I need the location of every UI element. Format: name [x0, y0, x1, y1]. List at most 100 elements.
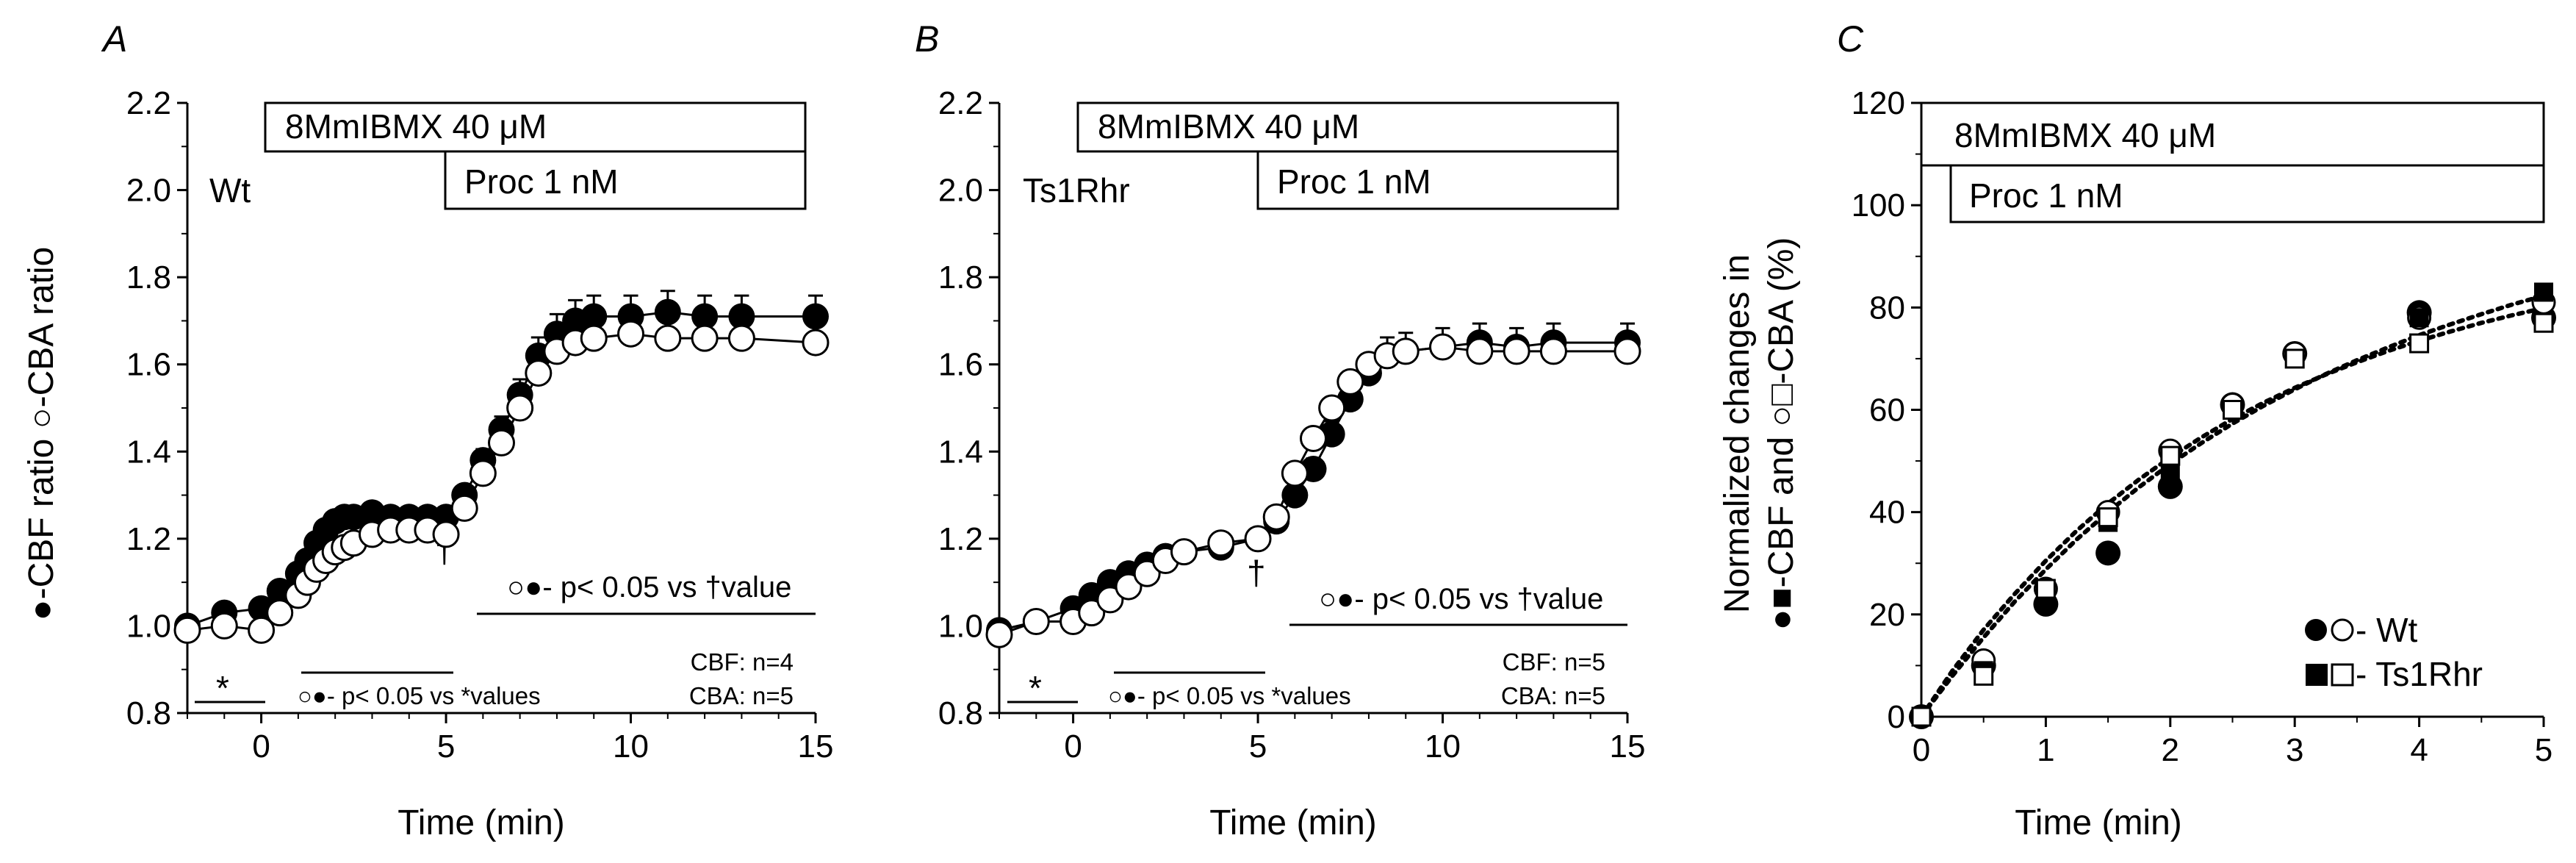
n-cba-label: CBA: n=5	[689, 682, 794, 709]
x-tick-label: 5	[437, 728, 455, 764]
data-point-cbf	[691, 303, 719, 330]
x-tick-label: 0	[1913, 732, 1930, 768]
data-point-cba	[210, 612, 238, 640]
panel-letter: A	[101, 18, 127, 60]
data-point-cbf	[728, 303, 755, 330]
data-point-ts-cbf	[2534, 282, 2553, 302]
genotype-label: Wt	[209, 171, 251, 210]
sig-before-label: ○●- p< 0.05 vs *values	[298, 682, 541, 709]
data-point-ts-cba	[2284, 348, 2305, 369]
data-point-cba	[1503, 337, 1530, 365]
x-tick-label: 10	[613, 728, 649, 764]
data-point-cba	[802, 329, 830, 357]
y-tick-label: 1.8	[938, 259, 983, 296]
y-tick-label: 1.4	[126, 434, 171, 470]
x-tick-label: 0	[1064, 728, 1082, 764]
data-point-cba	[1207, 529, 1235, 557]
data-point-ts-cba	[2035, 579, 2056, 599]
y-tick-label: 1.0	[126, 608, 171, 644]
treatment-label-ibmx: 8MmIBMX 40 μM	[1954, 116, 2216, 154]
y-axis-label-line1: Normalized changes in	[1718, 254, 1757, 613]
data-point-cbf	[654, 298, 681, 326]
star-mark: *	[1029, 669, 1042, 707]
y-tick-label: 0.8	[126, 695, 171, 731]
data-point-cba	[691, 324, 719, 352]
sig-after-label: ○●- p< 0.05 vs †value	[1319, 583, 1603, 615]
data-point-cba	[450, 494, 478, 522]
data-point-cba	[1300, 425, 1327, 452]
treatment-box-proc	[1949, 164, 2545, 223]
y-tick-label: 40	[1869, 495, 1905, 531]
y-tick-label: 1.6	[126, 347, 171, 383]
n-cbf-label: CBF: n=4	[691, 648, 794, 676]
y-tick-label: 1.8	[126, 259, 171, 296]
legend-ts-cba-symbol	[2331, 663, 2354, 687]
y-tick-label: 2.0	[938, 173, 983, 209]
treatment-label-proc: Proc 1 nM	[1969, 176, 2123, 215]
dagger-mark: †	[1247, 554, 1266, 592]
data-point-cba	[1613, 337, 1641, 365]
y-tick-label: 1.0	[938, 608, 983, 644]
data-point-cba	[580, 324, 608, 352]
data-point-cba	[488, 429, 515, 456]
y-tick-label: 60	[1869, 393, 1905, 429]
treatment-label-proc: Proc 1 nM	[1277, 162, 1431, 201]
y-axis-label-line2: ●■-CBF and ○□-CBA (%)	[1762, 237, 1801, 631]
y-tick-label: 2.2	[938, 85, 983, 121]
treatment-box-proc	[444, 150, 807, 210]
data-point-cba	[1244, 525, 1272, 553]
y-tick-label: 1.2	[938, 521, 983, 557]
x-tick-label: 2	[2162, 732, 2179, 768]
x-axis-label: Time (min)	[1209, 803, 1377, 842]
data-point-cba	[266, 599, 294, 627]
panel-letter: C	[1837, 18, 1864, 60]
data-point-cba	[1318, 394, 1346, 422]
genotype-label: Ts1Rhr	[1023, 171, 1130, 210]
data-point-cba	[173, 616, 201, 644]
legend-ts-cbf-symbol	[2306, 664, 2328, 686]
n-cbf-label: CBF: n=5	[1503, 648, 1605, 676]
legend-wt-cbf-symbol	[2305, 619, 2327, 641]
data-point-cba	[1466, 337, 1494, 365]
y-tick-label: 0.8	[938, 695, 983, 731]
y-tick-label: 2.2	[126, 85, 171, 121]
data-point-cba	[1392, 337, 1420, 365]
y-tick-label: 0	[1888, 699, 1905, 735]
data-point-ts-cba	[2533, 312, 2554, 333]
treatment-label-ibmx: 8MmIBMX 40 μM	[1098, 107, 1359, 146]
treatment-label-ibmx: 8MmIBMX 40 μM	[285, 107, 547, 146]
y-tick-label: 2.0	[126, 173, 171, 209]
legend-ts-label: - Ts1Rhr	[2356, 655, 2483, 693]
x-tick-label: 10	[1425, 728, 1461, 764]
y-tick-label: 80	[1869, 290, 1905, 326]
data-point-ts-cbf	[2409, 308, 2429, 328]
panel-letter: B	[915, 18, 939, 60]
data-point-cba	[1539, 337, 1567, 365]
data-point-ts-cba	[2098, 507, 2118, 528]
panel-a: A ●-CBF ratio ○-CBA ratio Time (min) Wt …	[22, 18, 833, 842]
legend-wt-cba-symbol	[2331, 618, 2354, 642]
data-point-ts-cba	[2160, 445, 2181, 466]
data-point-cba	[1022, 608, 1050, 635]
data-point-ts-cba	[2409, 333, 2430, 354]
data-point-cba	[506, 394, 534, 422]
data-point-cba	[1429, 333, 1457, 361]
data-point-cba	[985, 620, 1013, 648]
sig-before-label: ○●- p< 0.05 vs *values	[1108, 682, 1351, 709]
data-point-cba	[1170, 538, 1198, 566]
y-tick-label: 1.6	[938, 347, 983, 383]
data-point-cba	[654, 324, 682, 352]
data-point-cbf	[1281, 481, 1309, 509]
data-point-cba	[1336, 368, 1364, 395]
x-tick-label: 3	[2286, 732, 2303, 768]
x-tick-label: 5	[1249, 728, 1267, 764]
treatment-label-proc: Proc 1 nM	[464, 162, 619, 201]
data-point-cbf	[580, 303, 608, 330]
data-point-cba	[1078, 599, 1106, 627]
data-point-cba	[727, 324, 755, 352]
x-tick-label: 4	[2410, 732, 2428, 768]
x-tick-label: 15	[798, 728, 834, 764]
data-point-cba	[469, 459, 497, 487]
x-tick-label: 15	[1610, 728, 1646, 764]
data-point-cba	[1115, 573, 1143, 601]
